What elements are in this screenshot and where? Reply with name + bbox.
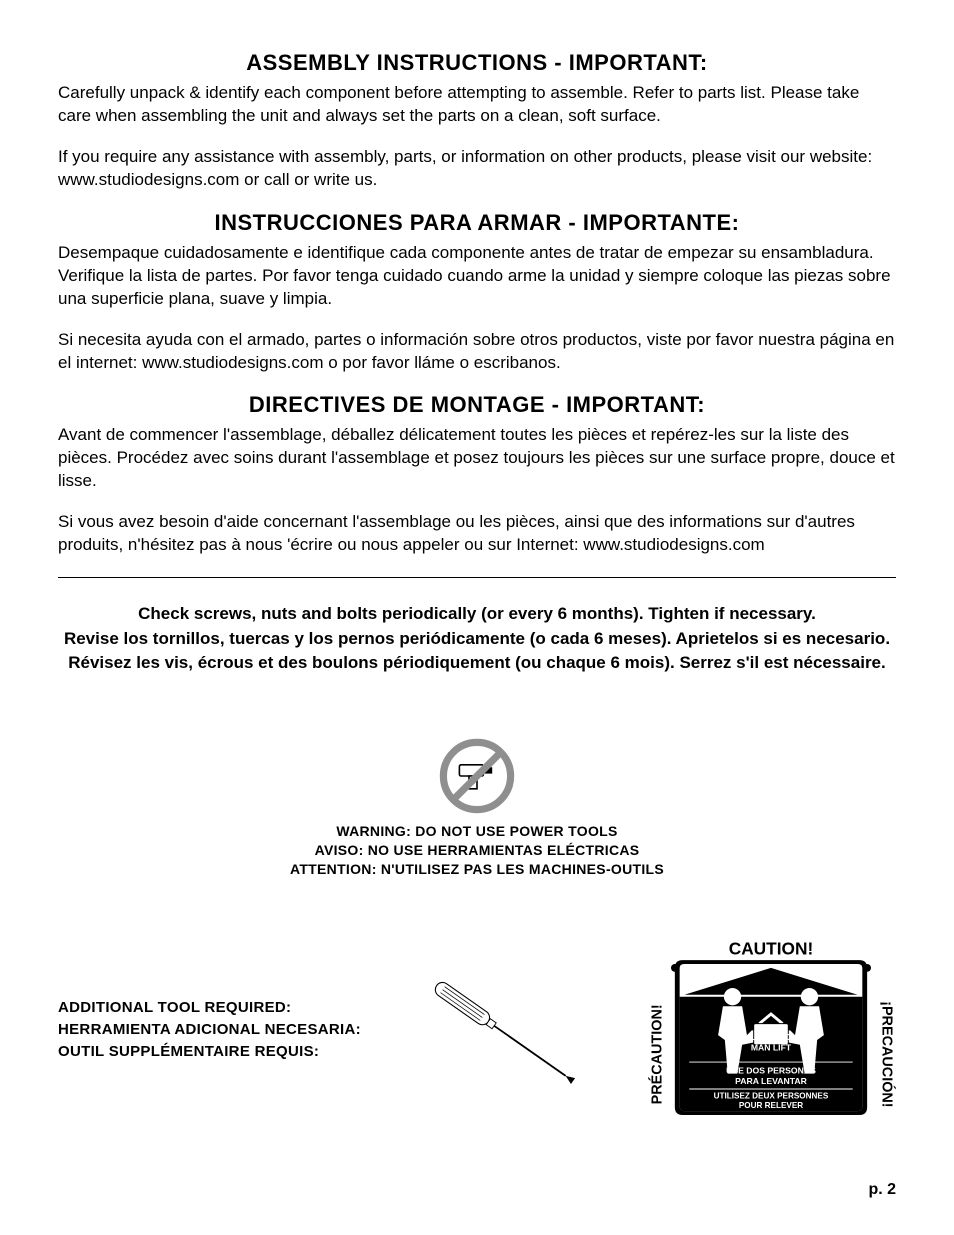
spanish-p1: Desempaque cuidadosamente e identifique …: [58, 242, 896, 311]
caution-line4: PARA LEVANTAR: [735, 1076, 807, 1086]
caution-left: PRÉCAUTION!: [648, 1004, 665, 1104]
tool-es: HERRAMIENTA ADICIONAL NECESARIA:: [58, 1019, 361, 1041]
power-tools-warning: WARNING: DO NOT USE POWER TOOLS AVISO: N…: [58, 736, 896, 879]
french-section: DIRECTIVES DE MONTAGE - IMPORTANT: Avant…: [58, 392, 896, 557]
maintenance-fr: Révisez les vis, écrous et des boulons p…: [58, 651, 896, 676]
english-p2: If you require any assistance with assem…: [58, 146, 896, 192]
caution-two-man-lift-sign: CAUTION! PRÉCAUTION! ¡PRECAUCIÓN!: [646, 939, 896, 1122]
spanish-section: INSTRUCCIONES PARA ARMAR - IMPORTANTE: D…: [58, 210, 896, 375]
caution-right: ¡PRECAUCIÓN!: [879, 1001, 896, 1107]
spanish-heading: INSTRUCCIONES PARA ARMAR - IMPORTANTE:: [58, 210, 896, 236]
caution-line1: USE TWO: [751, 1032, 792, 1042]
maintenance-en: Check screws, nuts and bolts periodicall…: [58, 602, 896, 627]
french-p1: Avant de commencer l'assemblage, déballe…: [58, 424, 896, 493]
no-power-drill-icon: [437, 736, 517, 816]
tool-fr: OUTIL SUPPLÉMENTAIRE REQUIS:: [58, 1041, 361, 1063]
power-warning-en: WARNING: DO NOT USE POWER TOOLS: [58, 822, 896, 841]
caution-top: CAUTION!: [729, 939, 814, 958]
spanish-p2: Si necesita ayuda con el armado, partes …: [58, 329, 896, 375]
caution-line3: USE DOS PERSONAS: [726, 1065, 816, 1075]
screwdriver-icon: [413, 960, 593, 1100]
caution-line2: MAN LIFT: [751, 1042, 792, 1052]
bottom-row: ADDITIONAL TOOL REQUIRED: HERRAMIENTA AD…: [58, 939, 896, 1122]
caution-line5: UTILISEZ DEUX PERSONNES: [714, 1091, 829, 1100]
english-heading: ASSEMBLY INSTRUCTIONS - IMPORTANT:: [58, 50, 896, 76]
maintenance-note: Check screws, nuts and bolts periodicall…: [58, 602, 896, 676]
tool-en: ADDITIONAL TOOL REQUIRED:: [58, 997, 361, 1019]
tool-required-label: ADDITIONAL TOOL REQUIRED: HERRAMIENTA AD…: [58, 997, 361, 1062]
power-warning-fr: ATTENTION: N'UTILISEZ PAS LES MACHINES-O…: [58, 860, 896, 879]
caution-line6: POUR RELEVER: [739, 1101, 803, 1110]
section-divider: [58, 577, 896, 578]
french-p2: Si vous avez besoin d'aide concernant l'…: [58, 511, 896, 557]
page-number: p. 2: [868, 1181, 896, 1199]
maintenance-es: Revise los tornillos, tuercas y los pern…: [58, 627, 896, 652]
power-warning-es: AVISO: NO USE HERRAMIENTAS ELÉCTRICAS: [58, 841, 896, 860]
english-p1: Carefully unpack & identify each compone…: [58, 82, 896, 128]
french-heading: DIRECTIVES DE MONTAGE - IMPORTANT:: [58, 392, 896, 418]
english-section: ASSEMBLY INSTRUCTIONS - IMPORTANT: Caref…: [58, 50, 896, 192]
